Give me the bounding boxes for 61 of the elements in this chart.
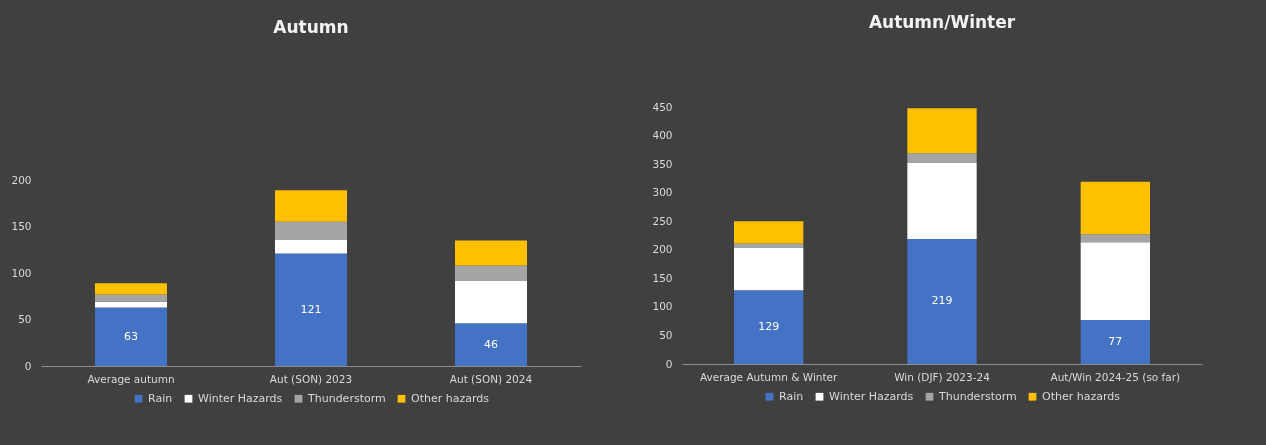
bar xyxy=(734,248,804,291)
y-tick-label: 150 xyxy=(11,220,32,232)
y-tick-label: 100 xyxy=(652,300,673,313)
y-tick-label: 200 xyxy=(652,243,673,256)
bar xyxy=(1080,181,1150,235)
data-label: 219 xyxy=(931,294,953,308)
y-tick-label: 0 xyxy=(24,359,32,372)
legend-label: Other hazards xyxy=(1042,389,1121,403)
y-tick-label: 50 xyxy=(18,313,32,325)
bar xyxy=(907,162,977,239)
bar xyxy=(1080,242,1150,321)
x-tick-label: Average Autumn & Winter xyxy=(699,370,839,383)
bar xyxy=(455,240,527,266)
x-tick-label: Average autumn xyxy=(87,372,175,385)
bar xyxy=(455,265,527,281)
x-tick-label: Aut (SON) 2024 xyxy=(449,372,533,385)
bar xyxy=(1080,234,1150,243)
data-label: 77 xyxy=(1108,335,1123,349)
chart-title: Autumn xyxy=(273,17,349,37)
bar xyxy=(734,243,804,249)
bar xyxy=(95,307,167,366)
bar xyxy=(275,239,347,254)
bar xyxy=(907,108,977,154)
x-tick-label: Aut (SON) 2023 xyxy=(269,372,353,385)
legend-label: Rain xyxy=(779,389,804,403)
legend-label: Other hazards xyxy=(411,391,490,405)
y-tick-label: 250 xyxy=(652,214,673,227)
bar xyxy=(734,221,804,244)
data-label: 46 xyxy=(484,337,498,351)
x-tick-label: Aut/Win 2024-25 (so far) xyxy=(1050,370,1181,383)
bar xyxy=(275,190,347,222)
chart-title: Autumn/Winter xyxy=(868,12,1016,32)
y-tick-label: 0 xyxy=(665,357,673,370)
bar xyxy=(455,323,527,366)
data-label: 63 xyxy=(124,329,138,343)
bar xyxy=(907,238,977,364)
legend-label: Thunderstorm xyxy=(938,389,1017,403)
bar xyxy=(275,221,347,240)
y-tick-label: 400 xyxy=(652,129,673,142)
y-tick-label: 350 xyxy=(652,157,673,170)
legend-label: Thunderstorm xyxy=(307,391,386,405)
bar xyxy=(95,283,167,295)
legend-label: Rain xyxy=(148,391,173,405)
data-label: 121 xyxy=(300,302,322,316)
y-tick-label: 200 xyxy=(11,173,32,186)
y-tick-label: 100 xyxy=(11,266,32,279)
y-tick-label: 450 xyxy=(652,100,673,113)
bar xyxy=(1080,320,1150,364)
y-tick-label: 300 xyxy=(652,186,673,199)
legend-label: Winter Hazards xyxy=(829,389,914,403)
bar xyxy=(455,280,527,324)
y-tick-label: 50 xyxy=(659,328,673,341)
bar xyxy=(275,253,347,366)
x-tick-label: Win (DJF) 2023-24 xyxy=(894,370,991,383)
bar xyxy=(907,153,977,163)
data-label: 129 xyxy=(758,320,780,334)
y-tick-label: 150 xyxy=(652,271,673,284)
bar xyxy=(95,301,167,308)
bar xyxy=(95,294,167,302)
bar xyxy=(734,290,804,364)
legend-label: Winter Hazards xyxy=(198,391,283,405)
